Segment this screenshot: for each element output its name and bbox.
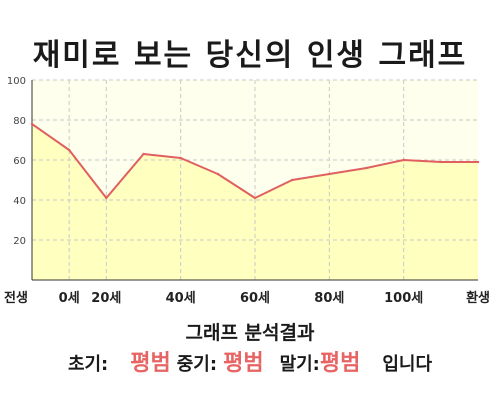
data-point-전생 — [30, 122, 34, 126]
data-point-20세 — [105, 196, 108, 200]
x-tick-label: 40세 — [166, 291, 196, 306]
chart-title: 재미로 보는 당신의 인생 그래프 — [32, 38, 468, 73]
data-point-90세 — [365, 166, 368, 170]
data-point-40세 — [179, 156, 182, 160]
analysis-heading: 그래프 분석결과 — [185, 322, 315, 344]
data-point-60세 — [253, 196, 257, 200]
late-value: 평범 — [319, 351, 361, 376]
x-tick-label: 환생 — [466, 290, 490, 306]
y-tick-label-100: 100 — [7, 76, 26, 87]
data-point-70세 — [290, 178, 294, 182]
late-label: 말기: — [279, 354, 320, 375]
y-tick-label-20: 20 — [13, 236, 26, 247]
data-point-0세 — [67, 148, 71, 152]
data-point-110세 — [439, 160, 443, 164]
x-tick-label: 전생 — [4, 290, 28, 306]
early-label: 초기: — [67, 354, 109, 375]
y-tick-label-60: 60 — [13, 156, 26, 167]
data-point-30세 — [142, 152, 145, 156]
x-tick-label: 20세 — [91, 291, 121, 306]
data-point-100세 — [402, 158, 405, 162]
x-tick-label: 100세 — [384, 291, 423, 306]
mid-value: 평범 — [223, 351, 264, 376]
suffix-text: 입니다 — [382, 354, 433, 375]
life-graph-chart: 20 40 60 80 100 전생 0세 20세 40세 60세 80세 100세 환생 — [4, 76, 490, 306]
y-tick-label-80: 80 — [13, 116, 26, 127]
analysis-verdict: 초기: 평범 중기: 평범 말기:평범 입니다 — [0, 345, 500, 377]
data-point-50세 — [216, 172, 220, 176]
early-value: 평범 — [130, 351, 171, 376]
x-tick-label: 0세 — [59, 291, 80, 306]
data-point-80세 — [328, 172, 331, 176]
y-tick-label-40: 40 — [13, 196, 26, 207]
x-tick-label: 60세 — [240, 291, 270, 306]
data-point-환생 — [476, 160, 480, 164]
mid-label: 중기: — [176, 354, 218, 375]
x-tick-label: 80세 — [314, 291, 344, 306]
